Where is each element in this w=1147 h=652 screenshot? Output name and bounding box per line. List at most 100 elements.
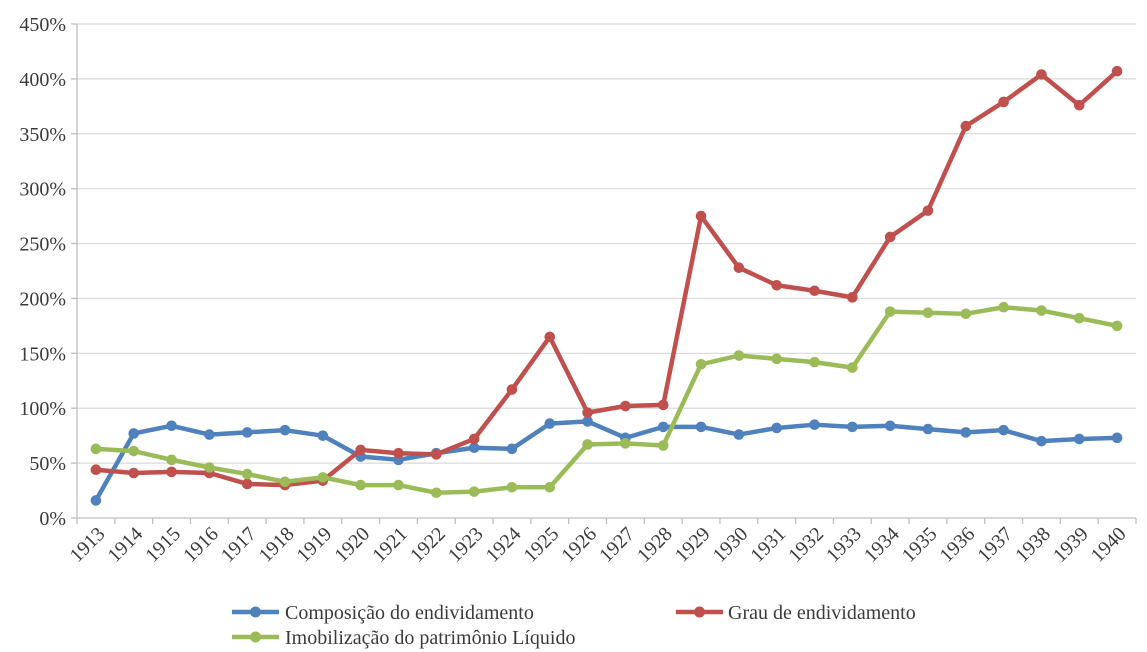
data-point: [771, 422, 782, 434]
data-point: [1036, 305, 1047, 316]
data-point: [166, 454, 177, 466]
data-point: [166, 420, 177, 432]
data-point: [1073, 312, 1085, 324]
data-point: [884, 306, 896, 317]
data-point: [279, 424, 291, 436]
data-point: [809, 285, 820, 297]
x-tick-label: 1936: [935, 523, 979, 567]
data-point: [506, 384, 518, 395]
data-point: [884, 420, 896, 432]
data-point: [317, 430, 329, 441]
data-point: [506, 481, 518, 493]
data-point: [922, 423, 934, 435]
data-point: [809, 419, 820, 430]
data-point: [620, 400, 631, 412]
gridlines: [77, 23, 1136, 464]
x-tick-label: 1932: [784, 523, 828, 567]
x-tick-label: 1913: [66, 523, 110, 567]
data-point: [317, 472, 329, 483]
data-point: [657, 421, 669, 433]
data-point: [241, 478, 253, 490]
data-point: [90, 464, 102, 475]
data-point: [620, 438, 631, 449]
data-point: [657, 440, 669, 451]
x-tick-label: 1937: [973, 523, 1017, 567]
series-2: [90, 65, 1123, 491]
x-tick-label: 1914: [103, 523, 147, 567]
y-tick-label: 50%: [29, 453, 66, 475]
data-point: [695, 421, 707, 433]
data-point: [922, 307, 934, 319]
x-tick-label: 1935: [898, 523, 942, 567]
data-point: [506, 443, 518, 455]
axes: [71, 23, 1137, 524]
data-point: [204, 462, 215, 473]
data-point: [431, 487, 442, 499]
y-tick-label: 450%: [19, 14, 66, 36]
data-point: [960, 120, 972, 132]
data-point: [128, 428, 140, 439]
data-point: [468, 433, 480, 445]
data-point: [998, 424, 1009, 436]
data-point: [582, 416, 593, 427]
data-point: [431, 449, 442, 460]
data-point: [847, 362, 858, 373]
y-tick-label: 350%: [19, 124, 66, 146]
x-tick-label: 1926: [557, 523, 601, 567]
data-point: [695, 359, 707, 370]
data-point: [1111, 320, 1123, 332]
data-point: [1111, 432, 1123, 444]
data-point: [393, 447, 404, 459]
x-tick-label: 1918: [255, 523, 299, 567]
data-point: [90, 495, 102, 506]
legend-label-series1: Composição do endividamento: [285, 602, 534, 624]
series-3: [90, 301, 1123, 499]
x-tick-label: 1919: [293, 523, 337, 567]
x-tick-label: 1915: [141, 523, 185, 567]
data-point: [960, 308, 972, 320]
y-tick-label: 150%: [19, 343, 66, 365]
data-point: [582, 439, 593, 450]
data-point: [733, 350, 745, 361]
data-point: [544, 481, 556, 493]
x-tick-label: 1920: [330, 523, 374, 567]
data-point: [1111, 65, 1123, 77]
x-tick-label: 1924: [482, 523, 526, 567]
x-tick-label: 1931: [746, 523, 790, 567]
x-tick-label: 1928: [633, 523, 677, 567]
legend-marker-series3: [250, 631, 261, 643]
data-point: [128, 467, 140, 479]
x-tick-label: 1922: [406, 523, 450, 567]
series-line: [93, 419, 1120, 503]
x-tick-label: 1917: [217, 523, 261, 567]
data-point: [279, 476, 291, 488]
data-point: [998, 301, 1009, 313]
data-point: [582, 407, 593, 418]
data-point: [884, 231, 896, 243]
y-tick-label: 100%: [19, 398, 66, 420]
x-tick-label: 1939: [1049, 523, 1093, 567]
data-series: [90, 65, 1123, 506]
x-tick-label: 1923: [444, 523, 488, 567]
data-point: [771, 353, 782, 365]
y-tick-label: 250%: [19, 234, 66, 256]
y-axis-labels: 0% 50% 100% 150% 200% 250% 300% 350% 400% 450%: [19, 14, 66, 530]
x-tick-label: 1934: [860, 523, 904, 567]
x-tick-label: 1929: [671, 523, 715, 567]
x-tick-label: 1927: [595, 523, 639, 567]
legend: Composição do endividamento Grau de endi…: [232, 602, 916, 649]
data-point: [922, 205, 934, 216]
x-tick-label: 1925: [519, 523, 563, 567]
x-tick-label: 1940: [1087, 523, 1131, 567]
y-tick-label: 300%: [19, 179, 66, 201]
legend-marker-series2: [694, 606, 705, 618]
y-tick-label: 400%: [19, 69, 66, 91]
data-point: [657, 399, 669, 411]
x-tick-label: 1916: [179, 523, 223, 567]
data-point: [1036, 69, 1047, 80]
data-point: [90, 443, 102, 455]
data-point: [204, 429, 215, 440]
data-point: [733, 429, 745, 440]
